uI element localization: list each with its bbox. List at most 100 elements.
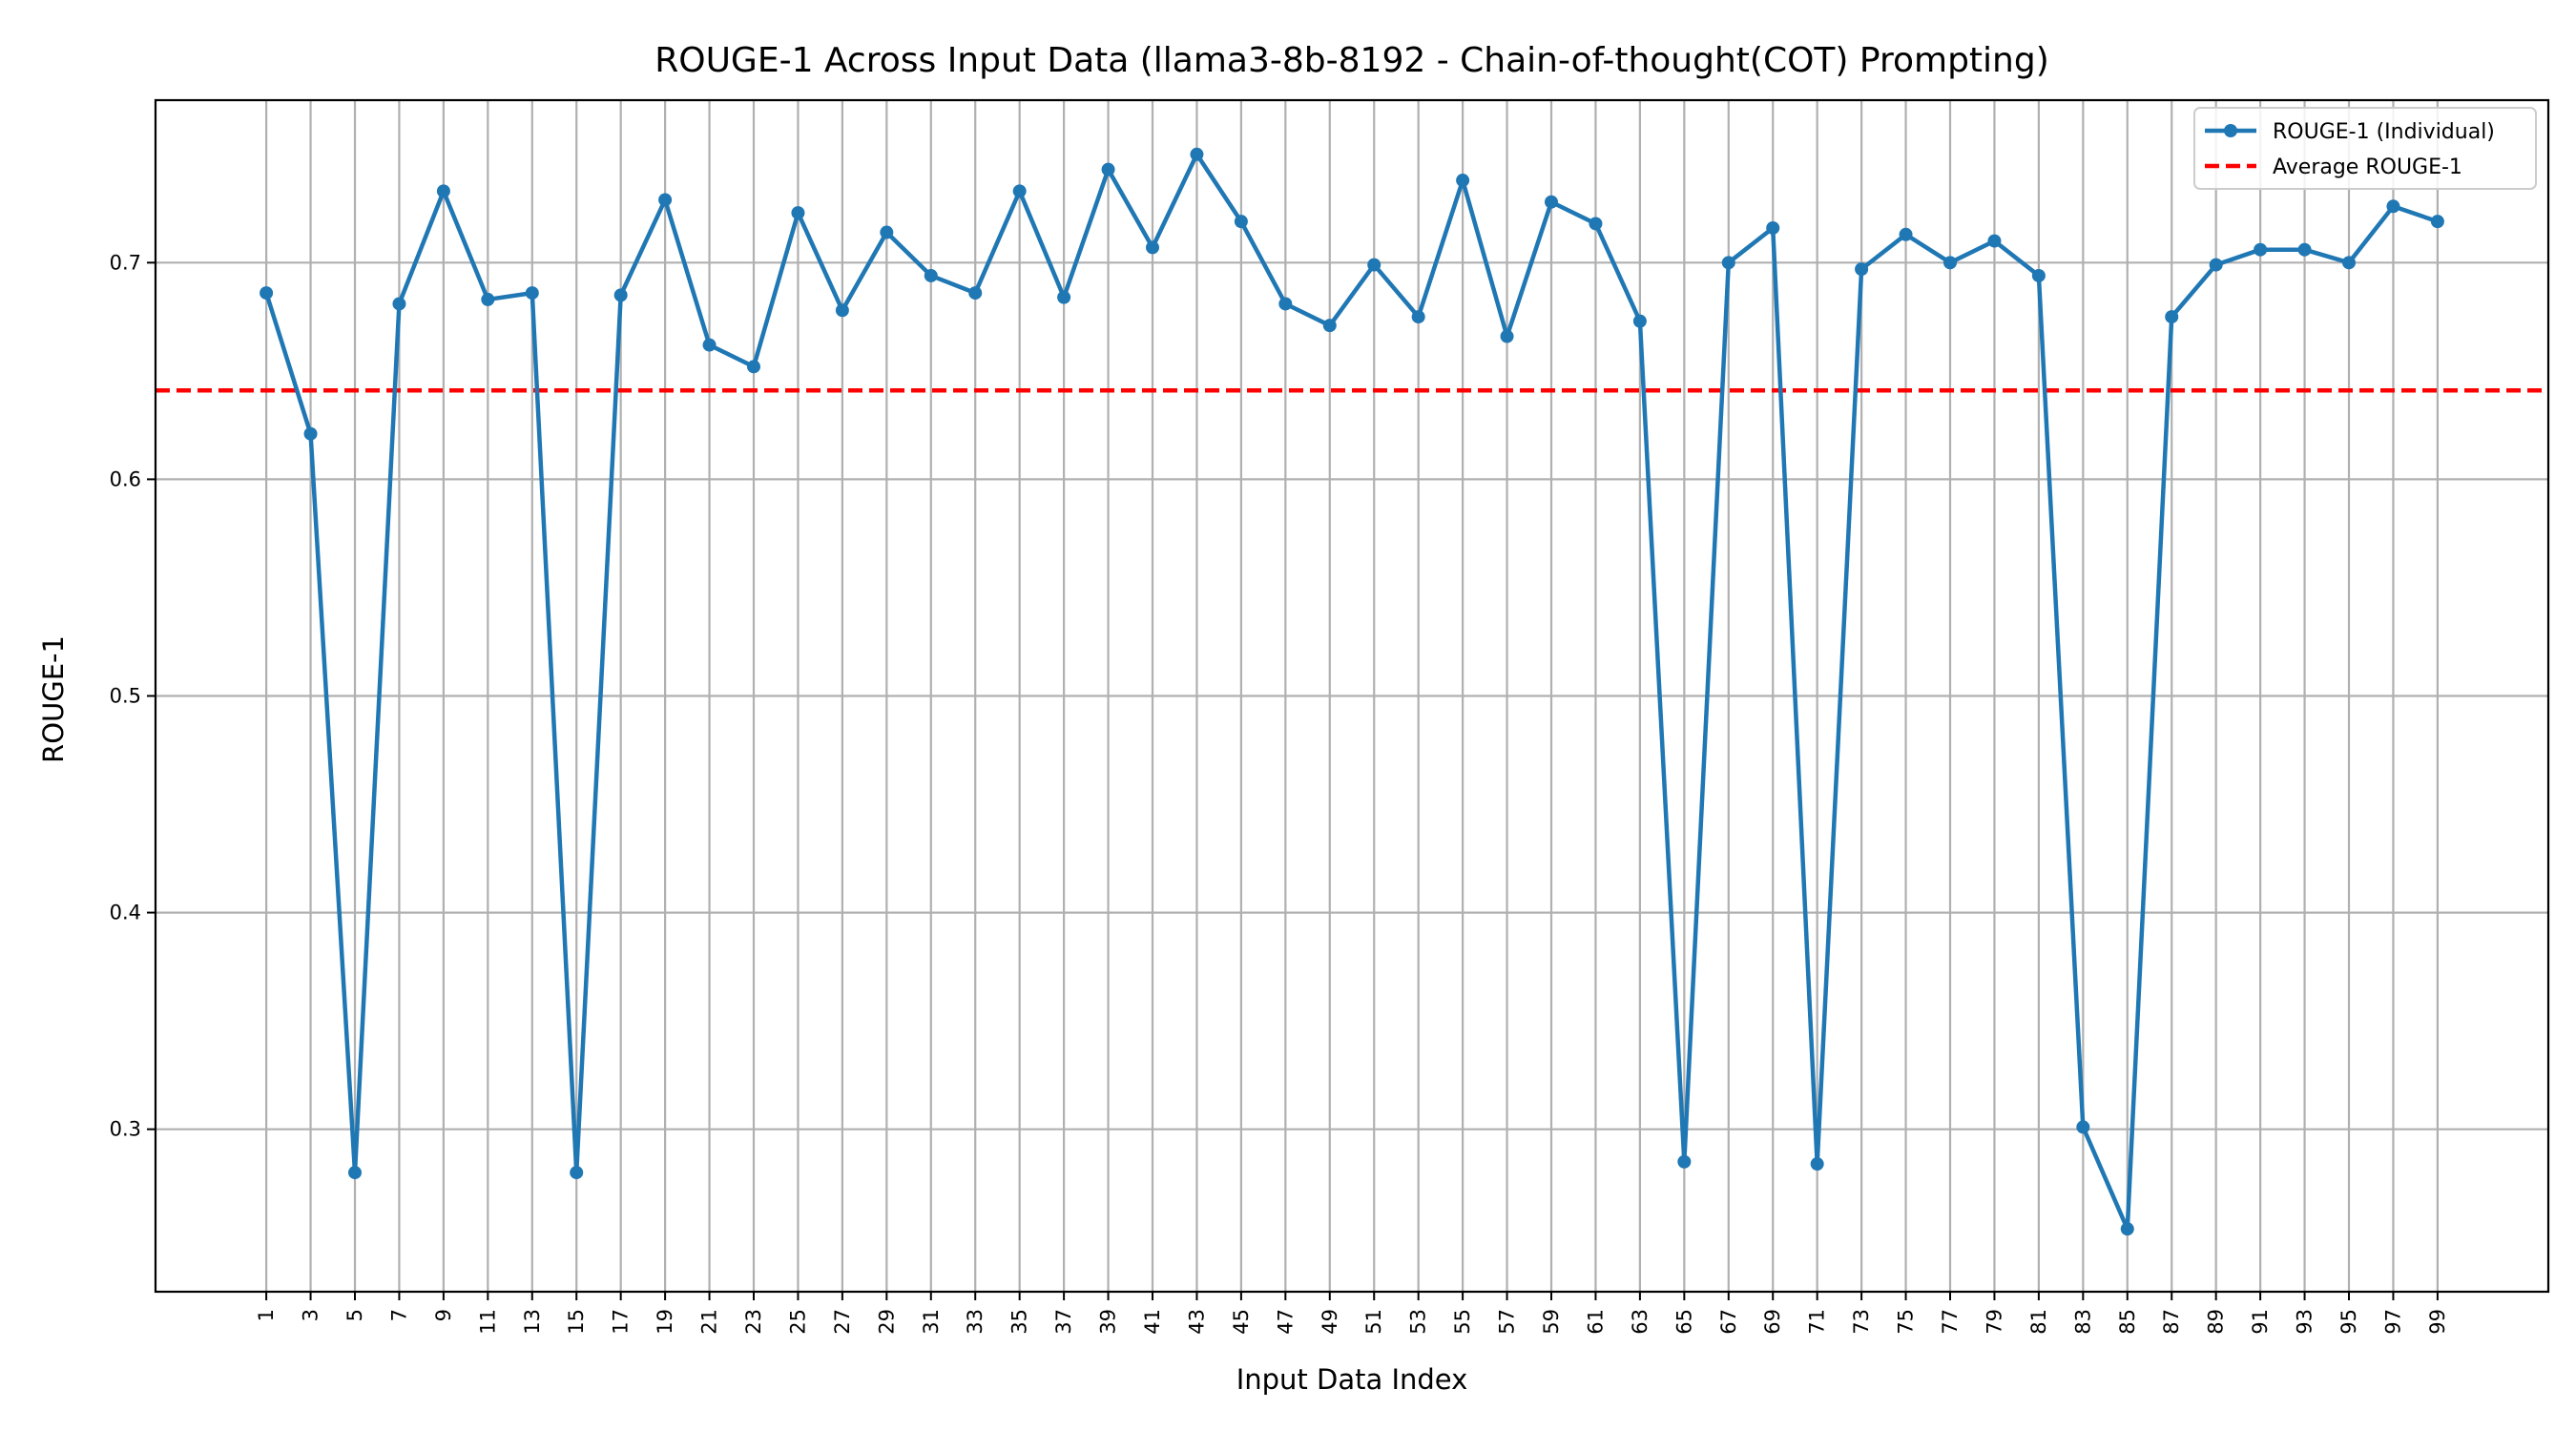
x-tick-label: 23 <box>742 1309 765 1335</box>
y-tick-label: 0.3 <box>110 1118 141 1141</box>
x-tick-label: 69 <box>1761 1309 1784 1335</box>
x-tick-label: 59 <box>1540 1309 1563 1335</box>
data-point <box>1855 262 1869 277</box>
x-tick-label: 41 <box>1141 1309 1164 1335</box>
x-tick-label: 75 <box>1895 1309 1918 1335</box>
data-point <box>2254 242 2268 257</box>
x-tick-label: 21 <box>698 1309 721 1335</box>
x-tick-label: 45 <box>1230 1309 1253 1335</box>
data-point <box>1234 215 1248 229</box>
data-point <box>1500 329 1514 343</box>
x-tick-label: 77 <box>1939 1309 1962 1335</box>
x-tick-label: 39 <box>1097 1309 1120 1335</box>
data-point <box>2430 215 2444 229</box>
series-layer <box>260 147 2444 1236</box>
y-tick-label: 0.7 <box>110 251 141 274</box>
data-point <box>1367 258 1381 272</box>
data-point <box>2120 1222 2134 1236</box>
data-point <box>1190 147 1204 161</box>
data-point <box>747 360 760 374</box>
y-tick-label: 0.6 <box>110 467 141 490</box>
data-point <box>481 292 495 306</box>
x-tick-label: 11 <box>476 1309 499 1335</box>
data-point <box>835 303 849 318</box>
x-tick-label: 3 <box>300 1309 322 1321</box>
x-tick-label: 81 <box>2027 1309 2050 1335</box>
data-point <box>348 1166 362 1180</box>
data-point <box>1589 217 1603 231</box>
x-tick-label: 17 <box>610 1309 633 1335</box>
data-point <box>1411 310 1425 324</box>
x-tick-label: 1 <box>255 1309 278 1321</box>
data-point <box>1632 314 1647 328</box>
x-tick-label: 99 <box>2426 1309 2449 1335</box>
x-tick-label: 51 <box>1362 1309 1385 1335</box>
x-tick-label: 5 <box>343 1309 366 1321</box>
x-tick-label: 19 <box>654 1309 676 1335</box>
data-point <box>436 184 450 198</box>
legend-label-individual: ROUGE-1 (Individual) <box>2273 120 2495 144</box>
y-tick-label: 0.4 <box>110 902 141 924</box>
data-point <box>2031 268 2046 282</box>
y-tick-label: 0.5 <box>110 685 141 708</box>
data-point <box>1146 240 1159 255</box>
data-point <box>303 426 318 441</box>
data-point <box>1677 1154 1692 1169</box>
y-axis-label: ROUGE-1 <box>37 635 70 763</box>
legend-marker-individual <box>2224 124 2237 137</box>
x-tick-label: 79 <box>1983 1309 2005 1335</box>
x-tick-label: 33 <box>964 1309 987 1335</box>
x-tick-label: 65 <box>1672 1309 1695 1335</box>
plot-frame <box>154 98 2550 1294</box>
x-tick-label: 37 <box>1052 1309 1075 1335</box>
data-point <box>1456 174 1470 188</box>
x-tick-label: 63 <box>1629 1309 1652 1335</box>
x-tick-label: 91 <box>2249 1309 2272 1335</box>
x-tick-label: 61 <box>1584 1309 1607 1335</box>
x-tick-label: 87 <box>2160 1309 2183 1335</box>
data-point <box>613 288 628 302</box>
data-point <box>2342 256 2356 270</box>
data-point <box>2386 199 2400 214</box>
data-point <box>968 286 983 301</box>
x-tick-label: 9 <box>432 1309 455 1321</box>
data-point <box>702 338 717 352</box>
x-tick-label: 27 <box>831 1309 854 1335</box>
data-point <box>2076 1120 2090 1134</box>
data-point <box>260 286 274 301</box>
x-tick-label: 53 <box>1407 1309 1430 1335</box>
data-point <box>1766 220 1780 235</box>
x-tick-label: 7 <box>387 1309 410 1321</box>
data-point <box>791 206 805 220</box>
data-point <box>2297 242 2312 257</box>
x-tick-label: 97 <box>2381 1309 2404 1335</box>
x-axis-label: Input Data Index <box>1236 1363 1468 1396</box>
data-point <box>1278 297 1293 311</box>
data-point <box>1545 195 1558 209</box>
x-tick-label: 67 <box>1717 1309 1740 1335</box>
x-tick-label: 89 <box>2205 1309 2228 1335</box>
data-point <box>392 297 406 311</box>
series-line-individual <box>263 152 2439 1232</box>
data-point <box>1987 234 2002 248</box>
data-point <box>1721 256 1735 270</box>
x-tick-label: 13 <box>521 1309 544 1335</box>
chart-title: ROUGE-1 Across Input Data (llama3-8b-819… <box>654 41 2049 80</box>
legend-label-average: Average ROUGE-1 <box>2273 156 2462 179</box>
x-tick-label: 85 <box>2116 1309 2139 1335</box>
legend-box <box>2193 107 2537 190</box>
x-tick-label: 25 <box>786 1309 809 1335</box>
data-point <box>525 286 539 301</box>
x-tick-label: 47 <box>1274 1309 1297 1335</box>
x-tick-label: 83 <box>2071 1309 2094 1335</box>
x-tick-label: 73 <box>1850 1309 1873 1335</box>
data-point <box>880 225 894 239</box>
x-tick-label: 49 <box>1319 1309 1341 1335</box>
data-point <box>1322 319 1337 333</box>
data-point <box>924 268 938 282</box>
data-point <box>1810 1157 1824 1172</box>
x-tick-label: 57 <box>1496 1309 1519 1335</box>
data-point <box>1899 227 1913 241</box>
